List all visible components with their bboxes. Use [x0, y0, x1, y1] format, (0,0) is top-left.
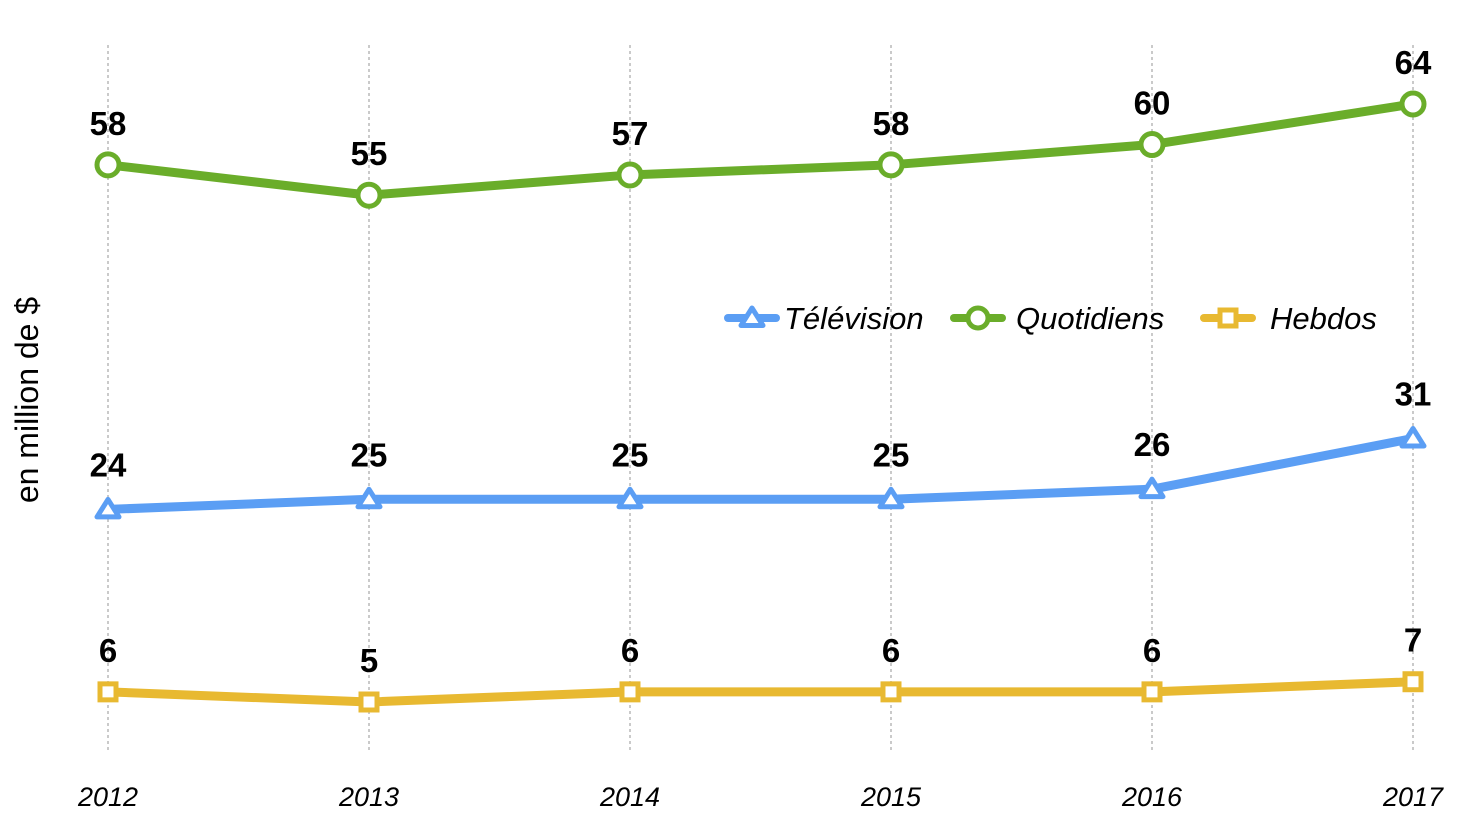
data-point-square — [97, 681, 119, 703]
x-tick-label: 2016 — [1121, 782, 1183, 812]
data-point-circle — [965, 305, 991, 331]
legend-label: Télévision — [784, 301, 924, 336]
data-point-triangle — [1138, 476, 1166, 500]
series-line — [103, 433, 1418, 514]
grid-lines — [107, 45, 1414, 752]
data-label: 6 — [1143, 632, 1161, 669]
data-label: 7 — [1404, 622, 1422, 659]
data-label: 24 — [90, 446, 127, 483]
data-label: 25 — [873, 436, 910, 473]
data-label: 58 — [873, 105, 910, 142]
data-point-circle — [1399, 90, 1427, 118]
data-label: 26 — [1134, 426, 1171, 463]
data-point-square — [1217, 307, 1239, 329]
data-point-square — [1402, 671, 1424, 693]
x-axis-ticks: 2012 2013 2014 2015 2016 2017 — [77, 782, 1444, 812]
data-point-circle — [1138, 131, 1166, 159]
series: 24 25 25 25 26 31 58 55 57 58 60 64 6 5 6 6 6 7 — [90, 44, 1432, 713]
data-label: 6 — [99, 632, 117, 669]
data-point-square — [619, 681, 641, 703]
x-tick-label: 2015 — [860, 782, 922, 812]
x-tick-label: 2012 — [77, 782, 138, 812]
data-label: 55 — [351, 135, 388, 172]
data-label: 64 — [1395, 44, 1432, 81]
legend-item: Hebdos — [1200, 301, 1377, 336]
data-point-triangle — [94, 496, 122, 520]
data-label: 6 — [882, 632, 900, 669]
data-label: 6 — [621, 632, 639, 669]
x-tick-label: 2014 — [599, 782, 660, 812]
data-point-triangle — [738, 305, 766, 328]
x-tick-label: 2013 — [338, 782, 399, 812]
legend: Télévision Quotidiens Hebdos — [724, 301, 1377, 336]
data-label: 25 — [612, 436, 649, 473]
data-point-triangle — [616, 486, 644, 510]
data-label: 58 — [90, 105, 127, 142]
data-point-circle — [355, 181, 383, 209]
data-point-circle — [94, 151, 122, 179]
data-point-triangle — [877, 486, 905, 510]
data-label: 31 — [1395, 375, 1432, 412]
series-line — [103, 677, 1418, 707]
data-point-square — [1141, 681, 1163, 703]
series-line — [103, 99, 1418, 200]
data-point-triangle — [1399, 425, 1427, 449]
legend-item: Quotidiens — [950, 301, 1164, 336]
data-label: 60 — [1134, 85, 1171, 122]
y-axis-label: en million de $ — [9, 297, 45, 504]
x-tick-label: 2017 — [1382, 782, 1444, 812]
data-point-circle — [616, 161, 644, 189]
series-square: 6 5 6 6 6 7 — [97, 622, 1424, 713]
data-label: 25 — [351, 436, 388, 473]
data-point-square — [880, 681, 902, 703]
data-label: 57 — [612, 115, 649, 152]
data-point-square — [358, 691, 380, 713]
legend-item: Télévision — [724, 301, 924, 336]
data-point-circle — [877, 151, 905, 179]
series-circle: 58 55 57 58 60 64 — [90, 44, 1432, 209]
legend-label: Quotidiens — [1016, 301, 1164, 336]
series-triangle: 24 25 25 25 26 31 — [90, 375, 1432, 520]
data-label: 5 — [360, 642, 378, 679]
legend-label: Hebdos — [1270, 301, 1377, 336]
data-point-triangle — [355, 486, 383, 510]
